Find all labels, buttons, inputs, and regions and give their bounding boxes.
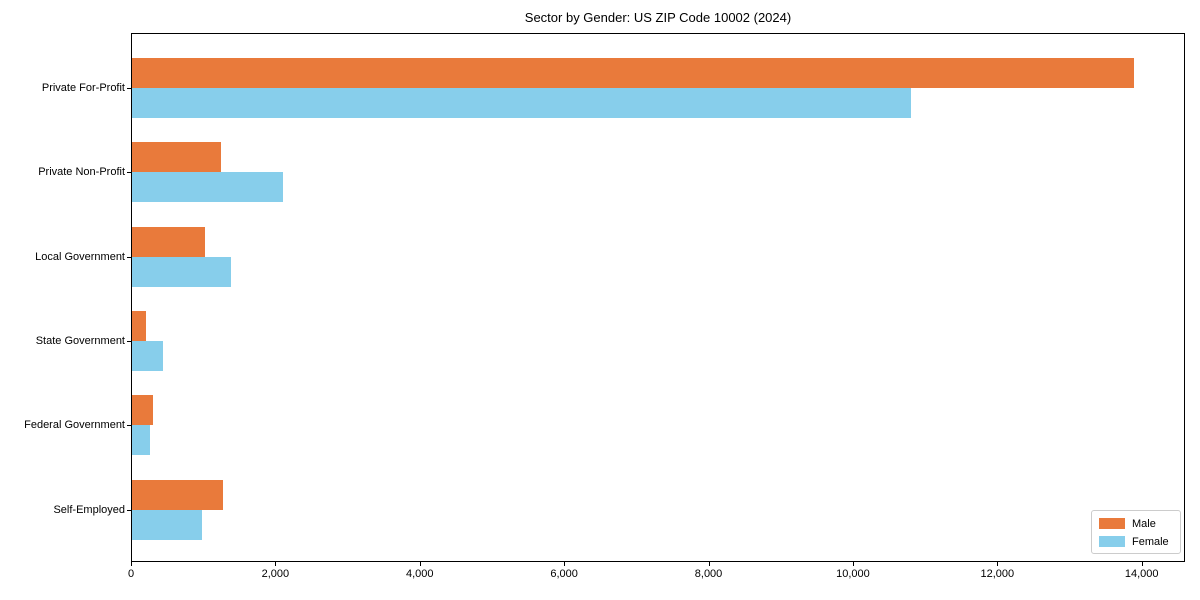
x-tick-mark bbox=[708, 562, 710, 566]
y-tick-mark bbox=[127, 172, 131, 174]
x-tick-mark bbox=[852, 562, 854, 566]
bar-female-state-government bbox=[132, 340, 164, 371]
y-tick-mark bbox=[127, 340, 131, 342]
y-tick-label: State Government bbox=[35, 334, 125, 347]
bar-male-private-for-profit bbox=[132, 58, 1135, 88]
y-tick-label: Self-Employed bbox=[53, 503, 125, 516]
x-tick-mark bbox=[419, 562, 421, 566]
bar-female-private-for-profit bbox=[132, 88, 911, 118]
x-tick-label: 14,000 bbox=[1124, 568, 1159, 580]
x-tick-label: 0 bbox=[127, 568, 135, 580]
x-tick-mark bbox=[131, 562, 132, 566]
legend-item-female: Female bbox=[1099, 534, 1173, 549]
x-tick-label: 6,000 bbox=[550, 568, 578, 580]
y-tick-label: Private Non-Profit bbox=[38, 166, 125, 179]
y-tick-label: Federal Government bbox=[24, 419, 125, 432]
legend: Male Female bbox=[1091, 510, 1181, 554]
bar-female-federal-government bbox=[132, 425, 150, 456]
bar-female-self-employed bbox=[132, 509, 203, 540]
x-tick-label: 2,000 bbox=[261, 568, 290, 580]
legend-label-female: Female bbox=[1132, 535, 1169, 548]
bar-male-private-non-profit bbox=[132, 142, 222, 173]
x-tick-mark bbox=[997, 562, 999, 566]
y-tick-mark bbox=[127, 425, 131, 427]
x-tick-label: 4,000 bbox=[406, 568, 434, 580]
bar-female-private-non-profit bbox=[132, 172, 283, 203]
chart-title: Sector by Gender: US ZIP Code 10002 (202… bbox=[524, 10, 792, 25]
y-tick-mark bbox=[127, 509, 131, 511]
legend-item-male: Male bbox=[1099, 516, 1173, 531]
bar-female-local-government bbox=[132, 256, 231, 287]
y-tick-label: Local Government bbox=[35, 250, 125, 263]
x-tick-label: 12,000 bbox=[980, 568, 1015, 580]
legend-swatch-female bbox=[1099, 536, 1125, 547]
bar-male-state-government bbox=[132, 310, 147, 341]
plot-area bbox=[131, 33, 1185, 562]
bar-male-self-employed bbox=[132, 479, 223, 510]
x-tick-mark bbox=[1141, 562, 1143, 566]
x-tick-mark bbox=[275, 562, 277, 566]
legend-swatch-male bbox=[1099, 518, 1125, 529]
y-tick-mark bbox=[127, 256, 131, 258]
x-tick-mark bbox=[564, 562, 566, 566]
y-tick-label: Private For-Profit bbox=[41, 82, 125, 94]
x-tick-label: 10,000 bbox=[836, 568, 870, 580]
y-tick-mark bbox=[127, 88, 131, 89]
bar-male-local-government bbox=[132, 226, 206, 257]
bar-male-federal-government bbox=[132, 395, 154, 426]
x-tick-label: 8,000 bbox=[694, 568, 723, 580]
legend-label-male: Male bbox=[1132, 517, 1156, 530]
